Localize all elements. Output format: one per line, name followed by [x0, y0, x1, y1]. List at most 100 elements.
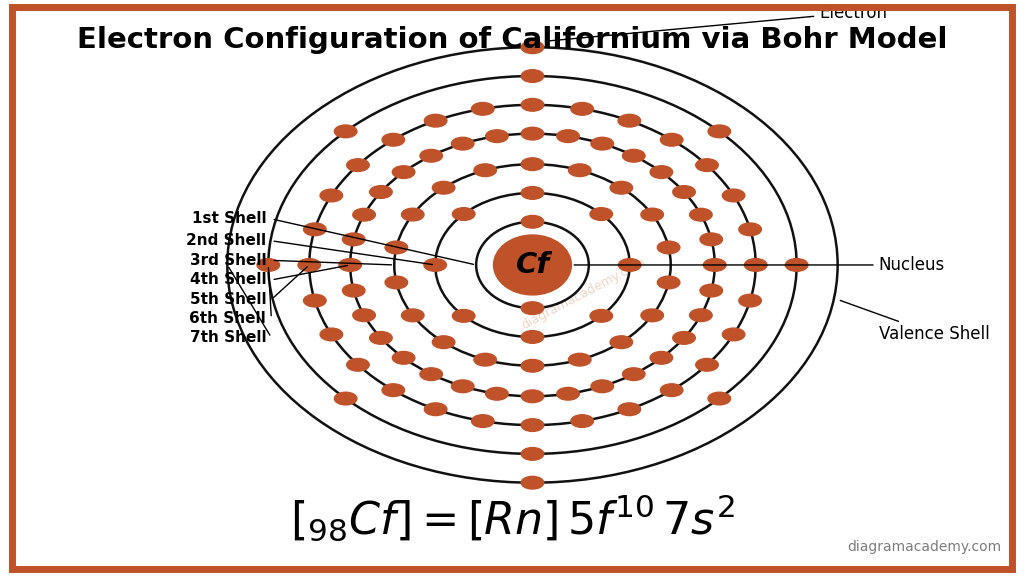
Circle shape [591, 380, 613, 393]
Circle shape [623, 149, 645, 162]
Circle shape [303, 294, 326, 307]
Circle shape [568, 353, 591, 366]
Text: Electron Configuration of Californium via Bohr Model: Electron Configuration of Californium vi… [77, 26, 947, 54]
Circle shape [342, 284, 365, 297]
Text: Electron: Electron [546, 3, 887, 41]
Circle shape [521, 476, 544, 489]
Circle shape [521, 187, 544, 199]
Circle shape [641, 209, 664, 221]
Circle shape [370, 185, 392, 198]
Circle shape [424, 403, 446, 415]
Circle shape [392, 166, 415, 179]
Circle shape [342, 233, 365, 246]
Circle shape [571, 103, 594, 115]
Text: 1st Shell: 1st Shell [191, 211, 266, 226]
Text: Cf: Cf [515, 251, 550, 279]
Circle shape [401, 309, 424, 321]
Circle shape [785, 259, 808, 271]
Circle shape [471, 415, 494, 427]
Circle shape [744, 259, 767, 271]
Circle shape [385, 241, 408, 254]
Circle shape [660, 134, 683, 146]
Text: 3rd Shell: 3rd Shell [189, 253, 266, 268]
Circle shape [521, 98, 544, 111]
Circle shape [618, 403, 641, 415]
Circle shape [689, 309, 712, 321]
Circle shape [347, 159, 370, 172]
Circle shape [708, 125, 730, 138]
Circle shape [385, 276, 408, 289]
Circle shape [650, 166, 673, 179]
Circle shape [557, 388, 580, 400]
Circle shape [335, 392, 357, 405]
Circle shape [689, 209, 712, 221]
Circle shape [521, 70, 544, 82]
Circle shape [610, 181, 633, 194]
Circle shape [453, 309, 475, 322]
Circle shape [673, 332, 695, 344]
Circle shape [521, 302, 544, 314]
Circle shape [571, 415, 594, 427]
Circle shape [347, 358, 370, 371]
Circle shape [618, 259, 641, 271]
Circle shape [660, 384, 683, 396]
Circle shape [618, 115, 641, 127]
Circle shape [623, 368, 645, 381]
Circle shape [420, 368, 442, 381]
Circle shape [424, 115, 446, 127]
Text: 7th Shell: 7th Shell [189, 330, 266, 345]
Circle shape [485, 130, 508, 142]
Text: Valence Shell: Valence Shell [841, 301, 989, 343]
Text: diagramacademy.com: diagramacademy.com [847, 540, 1001, 554]
Circle shape [700, 233, 723, 246]
Circle shape [521, 419, 544, 431]
Text: 4th Shell: 4th Shell [189, 272, 266, 287]
Circle shape [590, 309, 612, 322]
Text: 5th Shell: 5th Shell [189, 292, 266, 307]
Text: $[_{98}Cf] = [Rn]\,5f^{10}\,7s^{2}$: $[_{98}Cf] = [Rn]\,5f^{10}\,7s^{2}$ [290, 493, 734, 544]
Circle shape [471, 103, 494, 115]
Circle shape [401, 208, 424, 221]
Text: 6th Shell: 6th Shell [189, 311, 266, 326]
Circle shape [339, 259, 361, 271]
Circle shape [657, 276, 680, 289]
Circle shape [432, 336, 455, 348]
Circle shape [521, 331, 544, 343]
Circle shape [420, 149, 442, 162]
Circle shape [432, 181, 455, 194]
Circle shape [722, 328, 744, 341]
Circle shape [521, 41, 544, 54]
Circle shape [695, 159, 718, 172]
Circle shape [353, 209, 376, 221]
Circle shape [673, 185, 695, 198]
Circle shape [708, 392, 730, 405]
Circle shape [424, 259, 446, 271]
Circle shape [452, 380, 474, 393]
Circle shape [591, 137, 613, 150]
Circle shape [392, 351, 415, 364]
Circle shape [370, 332, 392, 344]
Circle shape [650, 351, 673, 364]
Circle shape [521, 448, 544, 460]
Circle shape [485, 388, 508, 400]
Circle shape [382, 384, 404, 396]
Circle shape [453, 208, 475, 221]
Circle shape [474, 353, 497, 366]
Circle shape [521, 215, 544, 228]
Circle shape [335, 125, 357, 138]
Circle shape [353, 309, 376, 321]
Circle shape [521, 158, 544, 170]
Circle shape [568, 164, 591, 177]
Circle shape [521, 390, 544, 403]
Circle shape [590, 208, 612, 221]
Circle shape [321, 328, 343, 341]
Circle shape [739, 223, 762, 236]
Circle shape [521, 127, 544, 140]
Circle shape [695, 358, 718, 371]
Text: Nucleus: Nucleus [574, 256, 945, 274]
Circle shape [703, 259, 726, 271]
Circle shape [521, 359, 544, 372]
Circle shape [610, 336, 633, 348]
Circle shape [641, 309, 664, 321]
Circle shape [257, 259, 280, 271]
